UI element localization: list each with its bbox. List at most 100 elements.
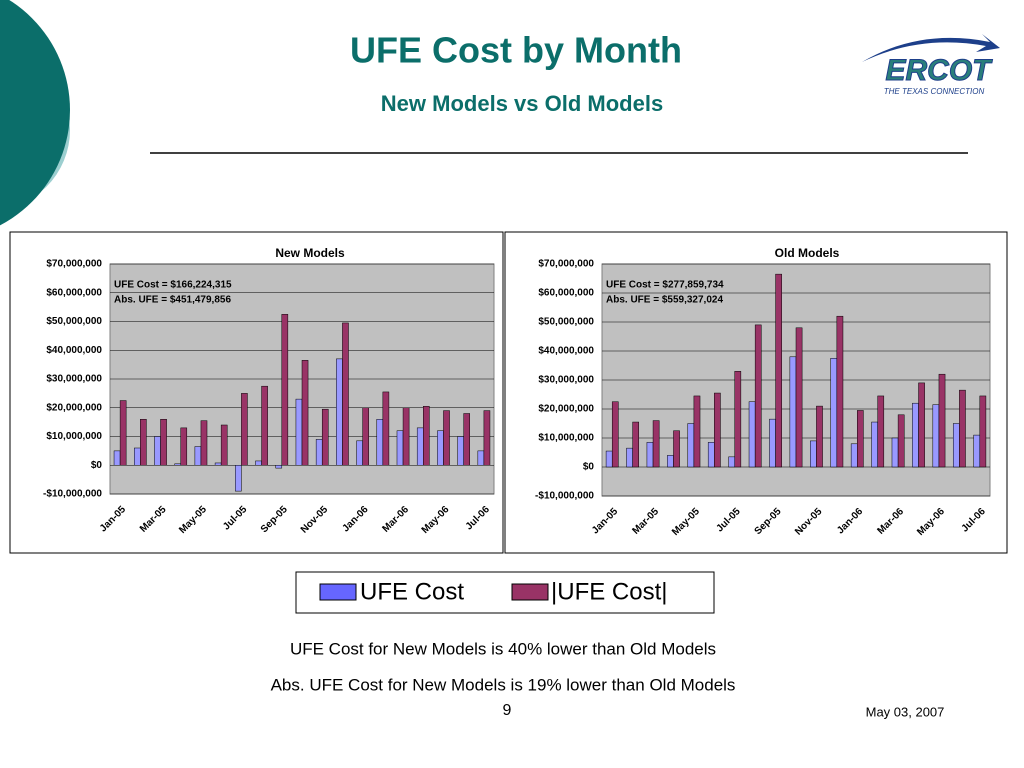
bar [301, 360, 309, 466]
y-tick-label: -$10,000,000 [535, 491, 594, 502]
bar [241, 393, 248, 466]
y-tick-label: $50,000,000 [538, 317, 594, 328]
bar [140, 419, 147, 466]
y-tick-label: $60,000,000 [46, 287, 102, 298]
bar [376, 419, 384, 466]
legend-swatch [319, 583, 357, 601]
legend-label: UFE Cost [360, 578, 464, 605]
bar [632, 421, 640, 468]
bar [261, 385, 268, 466]
page-number: 9 [503, 702, 512, 719]
bar [707, 442, 715, 468]
y-tick-label: $0 [583, 462, 595, 473]
bar [789, 356, 797, 468]
bar [830, 358, 838, 468]
deco-circle [0, 0, 70, 226]
legend [295, 571, 715, 614]
bar [457, 436, 464, 466]
legend-swatch [511, 583, 549, 601]
slide-title: UFE Cost by Month [350, 30, 682, 71]
bar [113, 450, 121, 466]
bar [795, 327, 803, 468]
bar [728, 456, 735, 468]
bar [315, 439, 323, 466]
bar [235, 465, 242, 492]
bar [673, 430, 680, 468]
bar [402, 407, 410, 466]
bar [275, 465, 283, 469]
legend-label: |UFE Cost| [551, 578, 667, 605]
logo-swoosh [862, 34, 1000, 62]
bar [174, 463, 181, 466]
bar [816, 405, 823, 468]
bar [160, 419, 167, 466]
bar [336, 358, 343, 466]
chart-title: Old Models [775, 246, 840, 260]
logo-tagline: THE TEXAS CONNECTION [884, 87, 985, 96]
logo: ERCOT [886, 54, 994, 87]
bar [836, 315, 844, 468]
bar [423, 406, 430, 466]
y-tick-label: $70,000,000 [538, 259, 594, 270]
annotation: UFE Cost = $166,224,315 [114, 280, 232, 291]
bar [477, 450, 485, 466]
bar [134, 447, 141, 466]
bar [952, 423, 960, 468]
bar [877, 395, 885, 468]
bar [437, 430, 444, 466]
bar [214, 462, 222, 466]
bar [693, 395, 701, 468]
y-tick-label: $30,000,000 [46, 374, 102, 385]
note: UFE Cost for New Models is 40% lower tha… [290, 639, 716, 658]
note: Abs. UFE Cost for New Models is 19% lowe… [271, 675, 736, 694]
bar [200, 420, 208, 466]
bar [281, 314, 289, 466]
y-tick-label: -$10,000,000 [43, 489, 102, 500]
y-tick-label: $40,000,000 [46, 345, 102, 356]
bar [891, 437, 899, 468]
bar [220, 424, 228, 466]
bar [979, 395, 987, 468]
y-tick-label: $20,000,000 [538, 404, 594, 415]
y-tick-label: $30,000,000 [538, 375, 594, 386]
bar [748, 401, 756, 468]
slide-subtitle: New Models vs Old Models [381, 91, 663, 116]
bar [483, 410, 491, 466]
bar [416, 427, 424, 466]
bar [342, 322, 349, 466]
y-tick-label: $70,000,000 [46, 259, 102, 270]
bar [646, 442, 654, 468]
bar [871, 421, 878, 468]
annotation: UFE Cost = $277,859,734 [606, 280, 724, 291]
bar [119, 400, 127, 466]
annotation: Abs. UFE = $559,327,024 [606, 295, 723, 306]
bar [973, 434, 981, 468]
bar [382, 391, 390, 466]
bar [850, 443, 858, 468]
bar [775, 273, 782, 468]
bar [626, 447, 633, 468]
bar [932, 404, 940, 468]
bar [295, 398, 303, 466]
bar [918, 382, 925, 468]
bar [959, 389, 966, 468]
bar [154, 436, 161, 466]
bar [611, 401, 619, 468]
y-tick-label: $20,000,000 [46, 402, 102, 413]
bar [714, 392, 721, 468]
bar [667, 455, 674, 468]
annotation: Abs. UFE = $451,479,856 [114, 295, 231, 306]
bar [180, 427, 188, 466]
bar [938, 373, 946, 468]
y-tick-label: $60,000,000 [538, 288, 594, 299]
bar [396, 430, 404, 466]
bar [652, 420, 660, 468]
y-tick-label: $40,000,000 [538, 346, 594, 357]
bar [321, 408, 329, 466]
bar [734, 371, 742, 468]
y-tick-label: $10,000,000 [538, 433, 594, 444]
bar [362, 407, 369, 466]
bar [897, 414, 905, 468]
bar [857, 410, 864, 468]
